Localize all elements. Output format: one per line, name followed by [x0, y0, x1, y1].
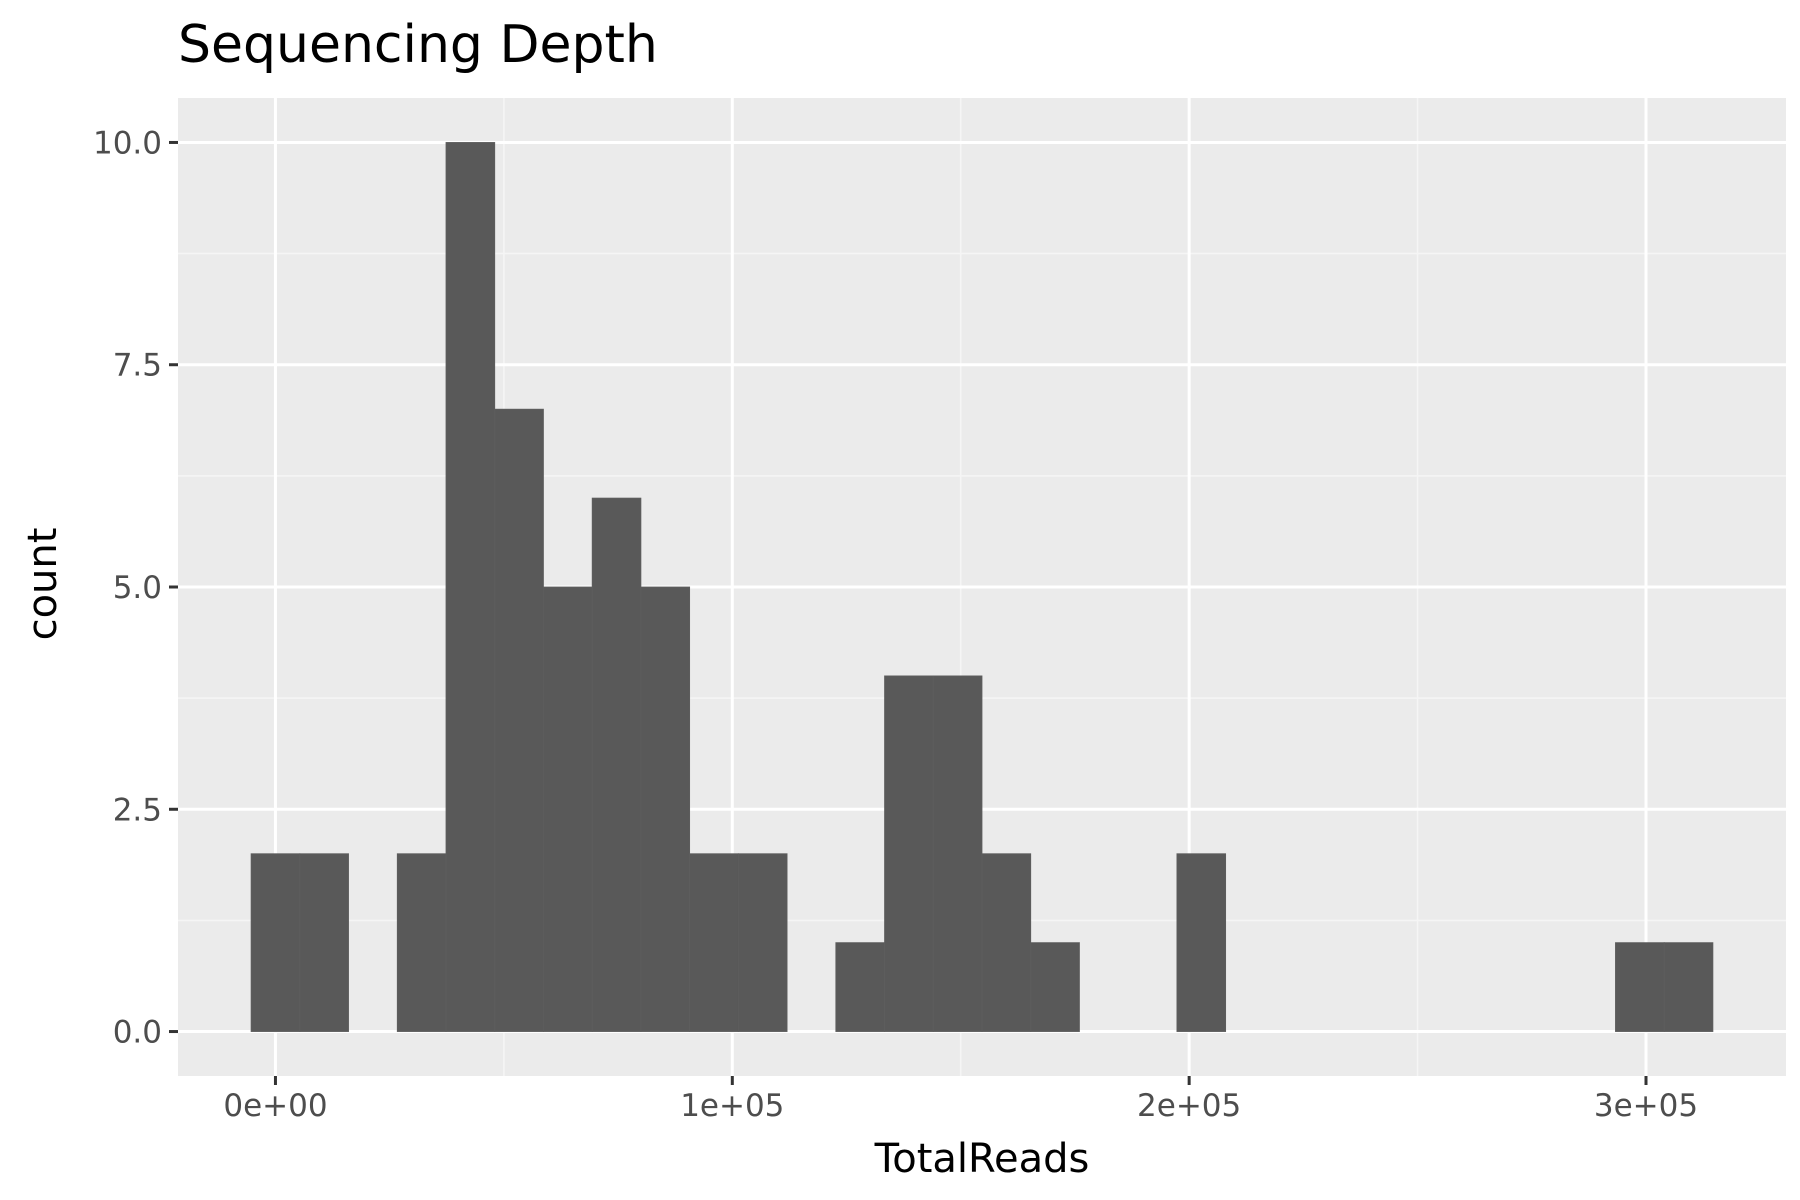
- histogram-bar: [250, 853, 301, 1032]
- y-axis-title: count: [20, 528, 66, 641]
- histogram-bars: [250, 142, 1714, 1032]
- histogram-bar: [1030, 942, 1080, 1032]
- histogram-bar: [1176, 853, 1227, 1032]
- y-tick-label: 5.0: [113, 570, 162, 606]
- x-axis-ticks: 0e+00 1e+05 2e+05 3e+05: [223, 1076, 1698, 1124]
- y-tick-label: 10.0: [93, 125, 162, 161]
- histogram-bar: [835, 942, 885, 1032]
- histogram-bar: [1615, 942, 1665, 1032]
- x-axis-title: TotalReads: [874, 1136, 1090, 1182]
- x-tick-label: 2e+05: [1137, 1088, 1241, 1124]
- histogram-bar: [689, 853, 739, 1032]
- x-tick-label: 3e+05: [1594, 1088, 1698, 1124]
- histogram-bar: [932, 675, 983, 1032]
- y-tick-label: 7.5: [113, 348, 162, 384]
- histogram-bar: [396, 853, 447, 1032]
- y-tick-label: 0.0: [113, 1015, 162, 1051]
- histogram-bar: [640, 586, 691, 1032]
- histogram-bar: [981, 853, 1032, 1032]
- chart-title: Sequencing Depth: [178, 15, 658, 75]
- x-tick-label: 0e+00: [223, 1088, 327, 1124]
- histogram-bar: [299, 853, 349, 1032]
- histogram-bar: [543, 586, 593, 1032]
- histogram-bar: [737, 853, 788, 1032]
- y-axis-ticks: 0.0 2.5 5.0 7.5 10.0: [93, 125, 178, 1051]
- histogram-bar: [884, 675, 934, 1032]
- x-tick-label: 1e+05: [680, 1088, 784, 1124]
- histogram-bar: [591, 497, 642, 1032]
- histogram-bar: [494, 408, 544, 1032]
- histogram-bar: [1663, 942, 1714, 1032]
- y-tick-label: 2.5: [113, 792, 162, 828]
- histogram-bar: [445, 142, 496, 1032]
